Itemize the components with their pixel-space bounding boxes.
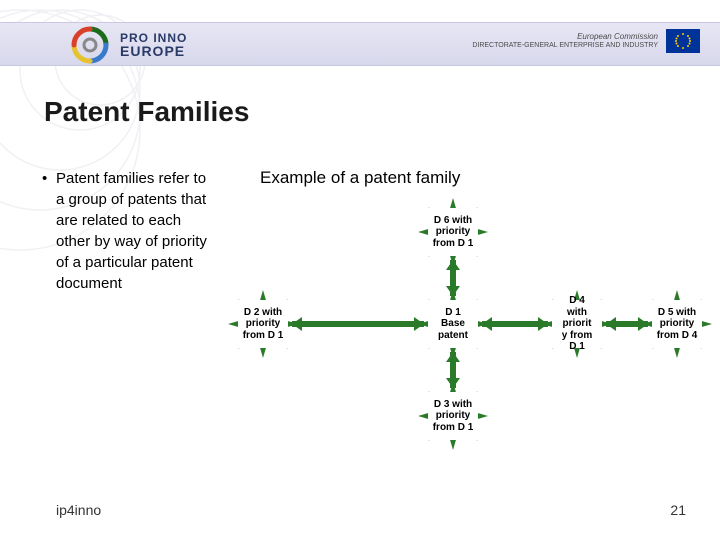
diagram-edge xyxy=(482,317,548,331)
diagram-node-d1: D 1Basepatent xyxy=(418,290,488,358)
diagram-node-d3: D 3 withpriorityfrom D 1 xyxy=(418,382,488,450)
diagram-node-label: D 1Basepatent xyxy=(428,300,478,348)
diagram-node-d4: D 4withpriority fromD 1 xyxy=(542,290,612,358)
slide-number: 21 xyxy=(670,502,686,518)
footer-project: ip4inno xyxy=(56,502,101,518)
diagram-node-d6: D 6 withpriorityfrom D 1 xyxy=(418,198,488,266)
diagram-node-d2: D 2 withpriorityfrom D 1 xyxy=(228,290,298,358)
patent-family-diagram: D 1Basepatent D 2 withpriorityfrom D 1 D… xyxy=(226,198,716,458)
diagram-node-label: D 3 withpriorityfrom D 1 xyxy=(428,392,478,440)
diagram-node-label: D 6 withpriorityfrom D 1 xyxy=(428,208,478,256)
diagram-node-label: D 5 withpriorityfrom D 4 xyxy=(652,300,702,348)
diagram-node-label: D 2 withpriorityfrom D 1 xyxy=(238,300,288,348)
diagram-node-label: D 4withpriority fromD 1 xyxy=(552,300,602,348)
example-title: Example of a patent family xyxy=(260,168,460,188)
bullet-text: Patent families refer to a group of pate… xyxy=(56,168,208,294)
slide-title: Patent Families xyxy=(44,96,249,128)
diagram-node-d5: D 5 withpriorityfrom D 4 xyxy=(642,290,712,358)
diagram-edge xyxy=(292,317,424,331)
